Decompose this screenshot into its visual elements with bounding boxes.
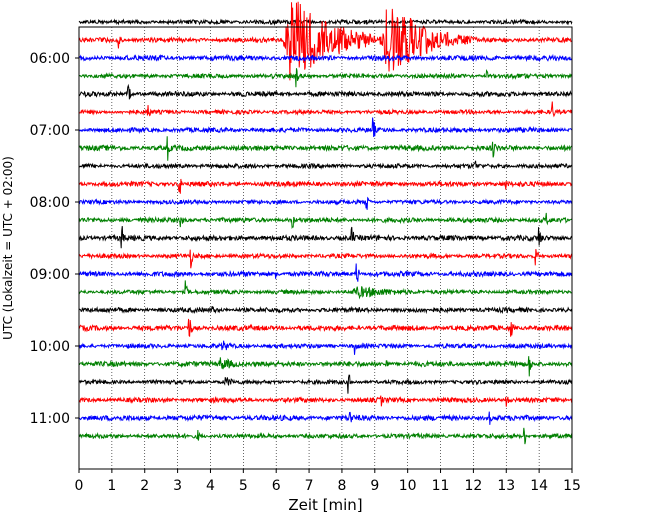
x-tick-label: 0 — [75, 478, 84, 494]
x-tick-label: 15 — [563, 478, 581, 494]
x-axis-ticks: 0 1 2 3 4 5 6 7 8 9 10 11 12 13 14 15 — [75, 469, 581, 494]
seismogram-trace — [78, 160, 573, 170]
seismogram-trace — [78, 427, 573, 445]
x-tick-label: 10 — [399, 478, 417, 494]
seismogram-trace — [78, 374, 573, 394]
seismogram-trace — [78, 263, 573, 282]
x-tick-label: 12 — [464, 478, 482, 494]
x-tick-label: 14 — [530, 478, 548, 494]
seismogram-trace — [78, 136, 573, 161]
seismogram-trace — [78, 305, 573, 315]
y-tick-label: 07:00 — [30, 123, 70, 139]
seismogram-trace — [78, 249, 573, 269]
x-tick-label: 7 — [305, 478, 314, 494]
y-axis-ticks: 06:00 07:00 08:00 09:00 10:00 11:00 — [30, 51, 79, 427]
x-tick-label: 4 — [206, 478, 215, 494]
seismogram-trace — [78, 212, 573, 230]
seismogram-trace — [78, 178, 573, 194]
seismogram-trace — [78, 226, 573, 249]
seismogram-trace — [78, 1, 573, 81]
x-tick-label: 13 — [497, 478, 515, 494]
x-tick-label: 5 — [239, 478, 248, 494]
y-tick-label: 11:00 — [30, 411, 70, 427]
seismogram-trace — [78, 411, 573, 425]
seismogram-trace — [78, 340, 573, 355]
x-tick-label: 6 — [272, 478, 281, 494]
x-tick-label: 2 — [140, 478, 149, 494]
x-tick-label: 3 — [173, 478, 182, 494]
x-tick-label: 9 — [370, 478, 379, 494]
y-tick-label: 08:00 — [30, 195, 70, 211]
seismogram-trace — [78, 53, 573, 63]
y-tick-label: 10:00 — [30, 339, 70, 355]
y-tick-label: 09:00 — [30, 267, 70, 283]
seismogram-trace — [78, 356, 573, 377]
seismogram-trace — [78, 196, 573, 210]
plot-frame — [78, 26, 573, 470]
seismogram-trace — [78, 83, 573, 100]
seismogram-trace — [78, 395, 573, 407]
x-tick-label: 11 — [432, 478, 450, 494]
seismogram-trace — [78, 318, 573, 337]
y-axis-label: UTC (Lokalzeit = UTC + 02:00) — [1, 156, 15, 340]
seismogram-trace — [78, 280, 573, 300]
x-tick-label: 1 — [107, 478, 116, 494]
y-tick-label: 06:00 — [30, 51, 70, 67]
seismogram-trace — [78, 117, 573, 138]
seismogram-trace — [78, 101, 573, 118]
seismogram-trace — [78, 68, 573, 88]
seismogram-traces — [78, 1, 573, 445]
x-tick-label: 8 — [337, 478, 346, 494]
x-axis-label: Zeit [min] — [288, 496, 362, 514]
